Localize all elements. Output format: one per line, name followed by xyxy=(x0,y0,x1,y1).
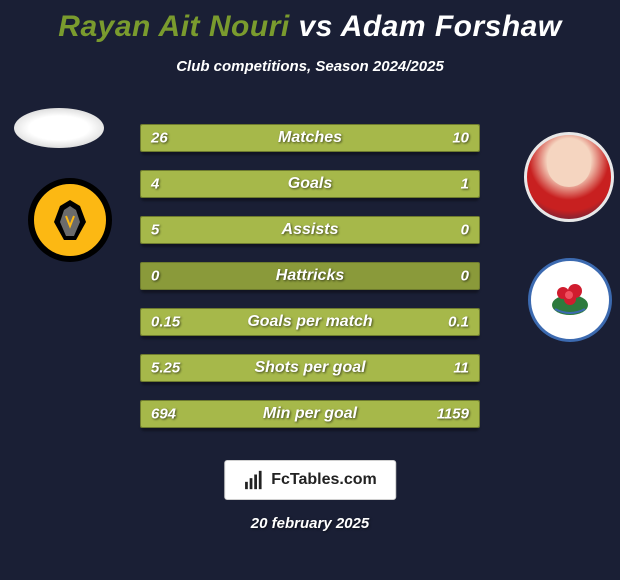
brand-badge: FcTables.com xyxy=(224,460,396,500)
chart-icon xyxy=(243,469,265,491)
stat-value-right: 1159 xyxy=(437,406,469,423)
brand-text: FcTables.com xyxy=(271,471,377,489)
stat-value-left: 4 xyxy=(151,176,159,193)
stat-label: Matches xyxy=(278,129,342,147)
player1-club-badge xyxy=(28,178,112,262)
wolves-icon xyxy=(46,196,94,244)
stat-label: Goals per match xyxy=(247,313,372,331)
stat-label: Goals xyxy=(288,175,332,193)
blackburn-icon xyxy=(543,273,597,327)
stat-row: 4 Goals 1 xyxy=(140,170,480,198)
stat-value-right: 10 xyxy=(452,130,469,147)
stat-bar-left-fill xyxy=(141,171,411,197)
stat-value-left: 26 xyxy=(151,130,168,147)
stat-row: 5.25 Shots per goal 11 xyxy=(140,354,480,382)
footer-date: 20 february 2025 xyxy=(251,515,369,532)
stat-row: 0 Hattricks 0 xyxy=(140,262,480,290)
player2-name: Adam Forshaw xyxy=(341,10,562,43)
player2-club-badge xyxy=(528,258,612,342)
stat-row: 26 Matches 10 xyxy=(140,124,480,152)
stats-bars: 26 Matches 10 4 Goals 1 5 Assists 0 0 Hattricks 0 0.… xyxy=(140,124,480,446)
stat-label: Hattricks xyxy=(276,267,344,285)
stat-value-right: 11 xyxy=(453,360,469,377)
stat-value-left: 0 xyxy=(151,268,159,285)
stat-value-left: 5 xyxy=(151,222,159,239)
player1-name: Rayan Ait Nouri xyxy=(58,10,289,43)
stat-value-left: 5.25 xyxy=(151,360,180,377)
stat-value-left: 0.15 xyxy=(151,314,180,331)
stat-row: 694 Min per goal 1159 xyxy=(140,400,480,428)
stat-value-right: 1 xyxy=(461,176,469,193)
player2-avatar xyxy=(524,132,614,222)
stat-value-right: 0.1 xyxy=(448,314,469,331)
comparison-title: Rayan Ait Nouri vs Adam Forshaw xyxy=(0,0,620,44)
stat-value-right: 0 xyxy=(461,268,469,285)
subtitle: Club competitions, Season 2024/2025 xyxy=(0,58,620,75)
stat-value-left: 694 xyxy=(151,406,176,423)
stat-label: Assists xyxy=(282,221,339,239)
vs-text: vs xyxy=(299,10,333,43)
stat-label: Min per goal xyxy=(263,405,357,423)
stat-row: 5 Assists 0 xyxy=(140,216,480,244)
stat-value-right: 0 xyxy=(461,222,469,239)
stat-bar-left-fill xyxy=(141,125,384,151)
stat-row: 0.15 Goals per match 0.1 xyxy=(140,308,480,336)
player1-avatar xyxy=(14,108,104,148)
stat-label: Shots per goal xyxy=(254,359,365,377)
